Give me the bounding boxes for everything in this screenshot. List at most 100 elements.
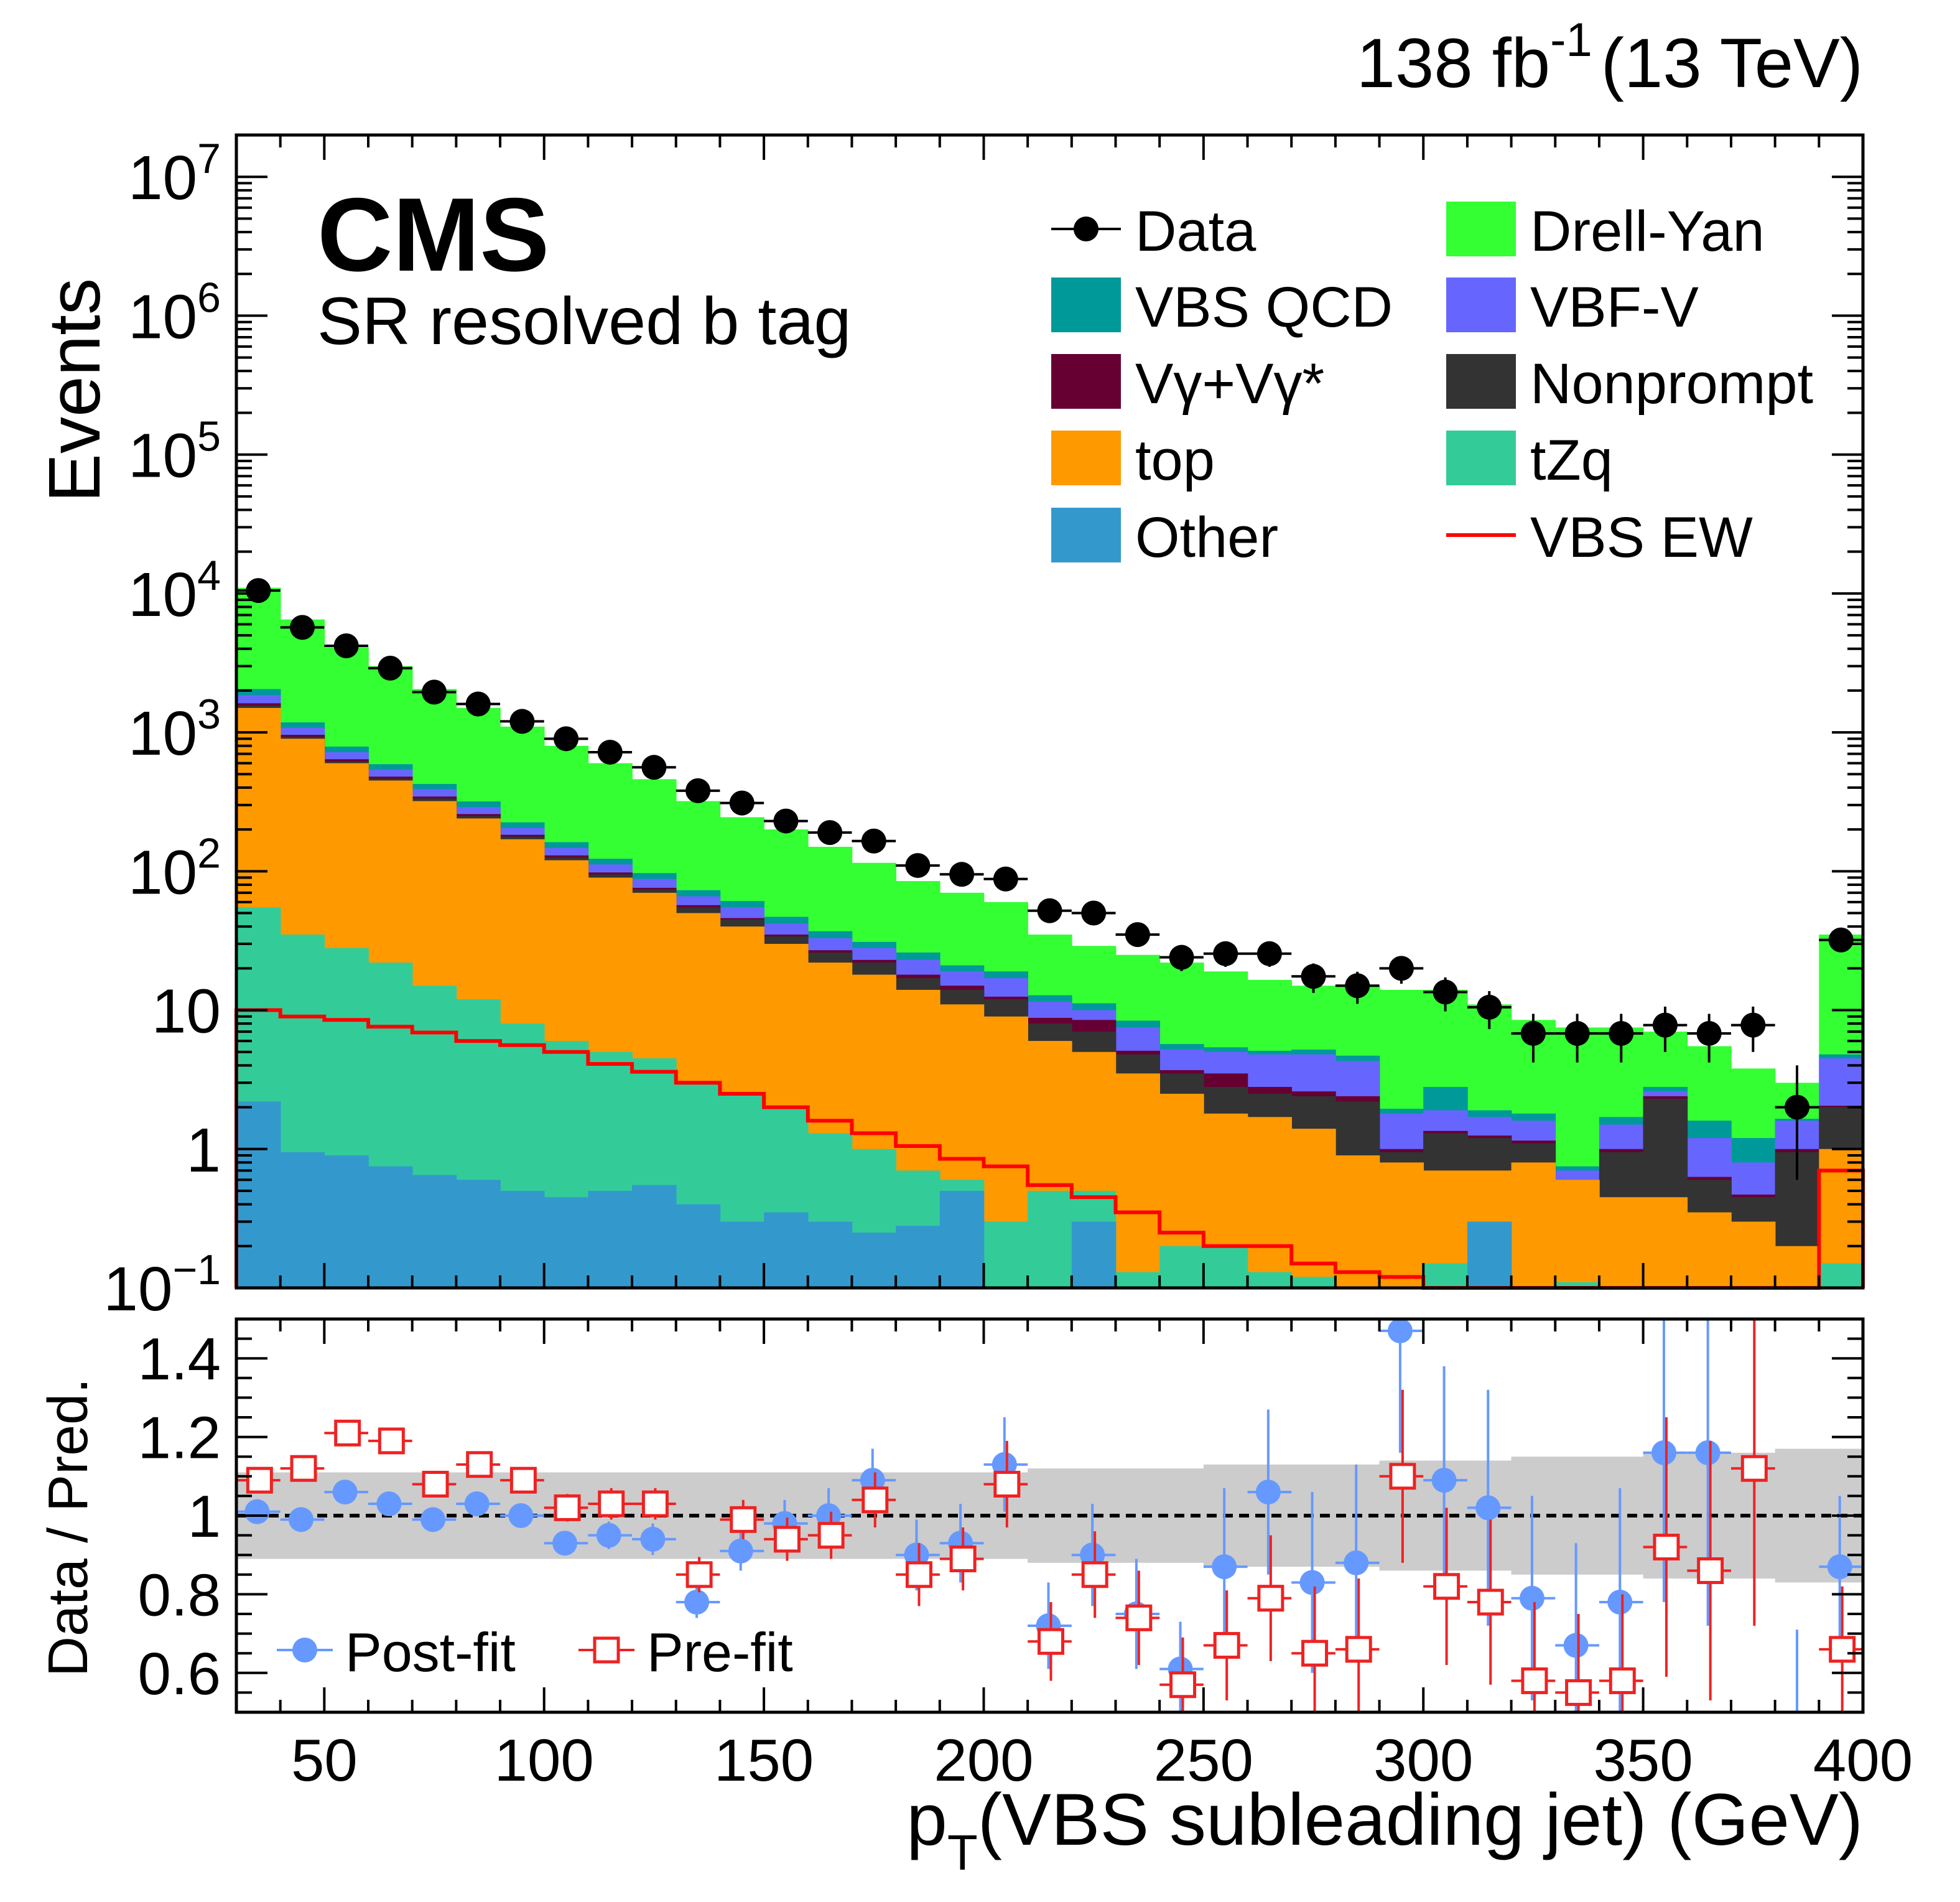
data-point-30 (1564, 1020, 1590, 1046)
main-y-tick-label-7: 106 (128, 274, 221, 352)
prefit-point-2 (334, 1419, 361, 1447)
prefit-point-4 (422, 1470, 449, 1498)
stack-bar-tzq-27 (1423, 1263, 1468, 1288)
x-tick-label-150: 150 (714, 1727, 814, 1794)
stack-bar-other-4 (412, 1175, 457, 1288)
postfit-point-14 (860, 1468, 885, 1493)
prefit-point-32 (1653, 1534, 1680, 1561)
data-point-13 (817, 820, 843, 846)
postfit-point-30 (1563, 1633, 1589, 1658)
legend-top-swatch (1051, 431, 1121, 485)
cms-label: CMS (317, 176, 549, 293)
main-y-tick-label-0: 10−1 (103, 1246, 221, 1324)
postfit-point-9 (640, 1526, 666, 1552)
stack-bar-top-34 (1730, 1221, 1776, 1288)
prefit-point-24 (1301, 1639, 1329, 1667)
prefit-point-0 (246, 1466, 273, 1494)
data-point-5 (465, 691, 491, 717)
x-tick-label-200: 200 (934, 1727, 1033, 1794)
prefit-point-30 (1565, 1679, 1592, 1706)
x-tick-label-50: 50 (291, 1727, 358, 1794)
main-y-tick-label-6: 105 (128, 413, 221, 491)
stack-bar-other-11 (720, 1221, 764, 1288)
main-y-tick-exp-6: 5 (197, 413, 221, 460)
band-bin-30 (1555, 1457, 1600, 1575)
ratio-points (236, 1318, 1863, 1712)
legend-v-v--label: Vγ+Vγ* (1135, 352, 1324, 416)
data-point-33 (1696, 1020, 1722, 1046)
prefit-point-33 (1697, 1557, 1724, 1584)
postfit-point-0 (244, 1499, 270, 1524)
x-axis-title-rest: (VBS subleading jet) (GeV) (978, 1779, 1863, 1861)
main-y-tick-exp-0: −1 (172, 1246, 221, 1294)
postfit-point-36 (1827, 1554, 1852, 1580)
prefit-point-9 (641, 1490, 669, 1517)
stack-bar-other-1 (280, 1152, 325, 1288)
prefit-point-1 (290, 1455, 317, 1482)
main-y-tick-exp-4: 3 (197, 691, 221, 738)
data-point-35 (1784, 1094, 1809, 1120)
x-axis-title: pT(VBS subleading jet) (GeV) (906, 1779, 1863, 1880)
lumi-label: 138 fb-1 (13 TeV) (1357, 14, 1863, 102)
data-point-27 (1433, 979, 1458, 1005)
legend-vbf-v-swatch (1446, 277, 1516, 332)
stack-bar-top-35 (1775, 1246, 1820, 1288)
stack-bar-tzq-18 (1028, 1190, 1072, 1288)
stack-bar-other-19 (1071, 1221, 1117, 1288)
x-axis-title-p: p (906, 1779, 947, 1861)
data-point-18 (1037, 898, 1062, 923)
legend-drell-yan-label: Drell-Yan (1530, 200, 1765, 263)
prefit-point-22 (1213, 1632, 1240, 1659)
data-point-29 (1520, 1020, 1546, 1046)
postfit-point-23 (1255, 1480, 1281, 1505)
legend-vbs-ew-label: VBS EW (1530, 506, 1753, 569)
prefit-point-16 (949, 1545, 977, 1573)
ratio-legend: Post-fit Pre-fit (277, 1621, 793, 1683)
legend-data-marker (1074, 217, 1098, 241)
main-y-tick-base-2: 10 (152, 977, 221, 1047)
stack-bar-tzq-23 (1247, 1272, 1293, 1288)
main-y-tick-exp-5: 4 (197, 552, 221, 599)
stack-bar-top-23 (1247, 1117, 1293, 1288)
data-point-19 (1081, 900, 1107, 926)
ratio-frame (235, 1317, 1865, 1714)
prefit-point-12 (773, 1526, 801, 1553)
main-y-tick-label-5: 104 (128, 552, 221, 630)
prefit-point-3 (378, 1427, 405, 1455)
main-y-tick-exp-3: 2 (197, 829, 221, 877)
main-y-tick-base-8: 10 (128, 143, 197, 213)
legend-top-label: top (1135, 429, 1215, 492)
postfit-point-3 (376, 1491, 402, 1517)
postfit-point-31 (1607, 1590, 1633, 1615)
legend-vbs-qcd-label: VBS QCD (1135, 276, 1393, 339)
data-point-3 (378, 655, 403, 681)
data-point-14 (861, 828, 886, 854)
legend-tzq-swatch (1446, 431, 1516, 485)
stack-bar-other-0 (236, 1101, 281, 1288)
stack-bar-tzq-17 (983, 1221, 1028, 1288)
x-tick-label-250: 250 (1154, 1727, 1253, 1794)
data-point-0 (246, 578, 271, 604)
main-y-tick-base-3: 10 (128, 837, 197, 907)
data-points (236, 578, 1863, 1180)
stack-bar-other-5 (456, 1180, 501, 1288)
postfit-point-5 (464, 1491, 490, 1517)
postfit-point-8 (596, 1522, 621, 1548)
prefit-point-10 (685, 1561, 713, 1588)
prefit-point-14 (862, 1486, 889, 1514)
postfit-point-28 (1475, 1495, 1501, 1521)
stack-bar-tzq-22 (1203, 1246, 1248, 1288)
postfit-point-17 (992, 1452, 1017, 1477)
postfit-point-33 (1695, 1440, 1721, 1465)
prefit-point-19 (1081, 1561, 1108, 1588)
prefit-point-23 (1257, 1585, 1284, 1612)
stack-bar-other-3 (368, 1166, 413, 1288)
data-point-31 (1609, 1020, 1634, 1046)
main-legend: Data Drell-Yan VBS QCD VBF-V Vγ+Vγ* Nonprompt… (1051, 200, 1813, 569)
postfit-point-19 (1080, 1542, 1105, 1568)
main-y-tick-label-3: 102 (128, 829, 221, 907)
band-bin-20 (1115, 1468, 1160, 1563)
stack-bar-other-15 (896, 1226, 941, 1288)
stack-bar-tzq-21 (1159, 1246, 1204, 1288)
prefit-point-25 (1345, 1636, 1372, 1663)
